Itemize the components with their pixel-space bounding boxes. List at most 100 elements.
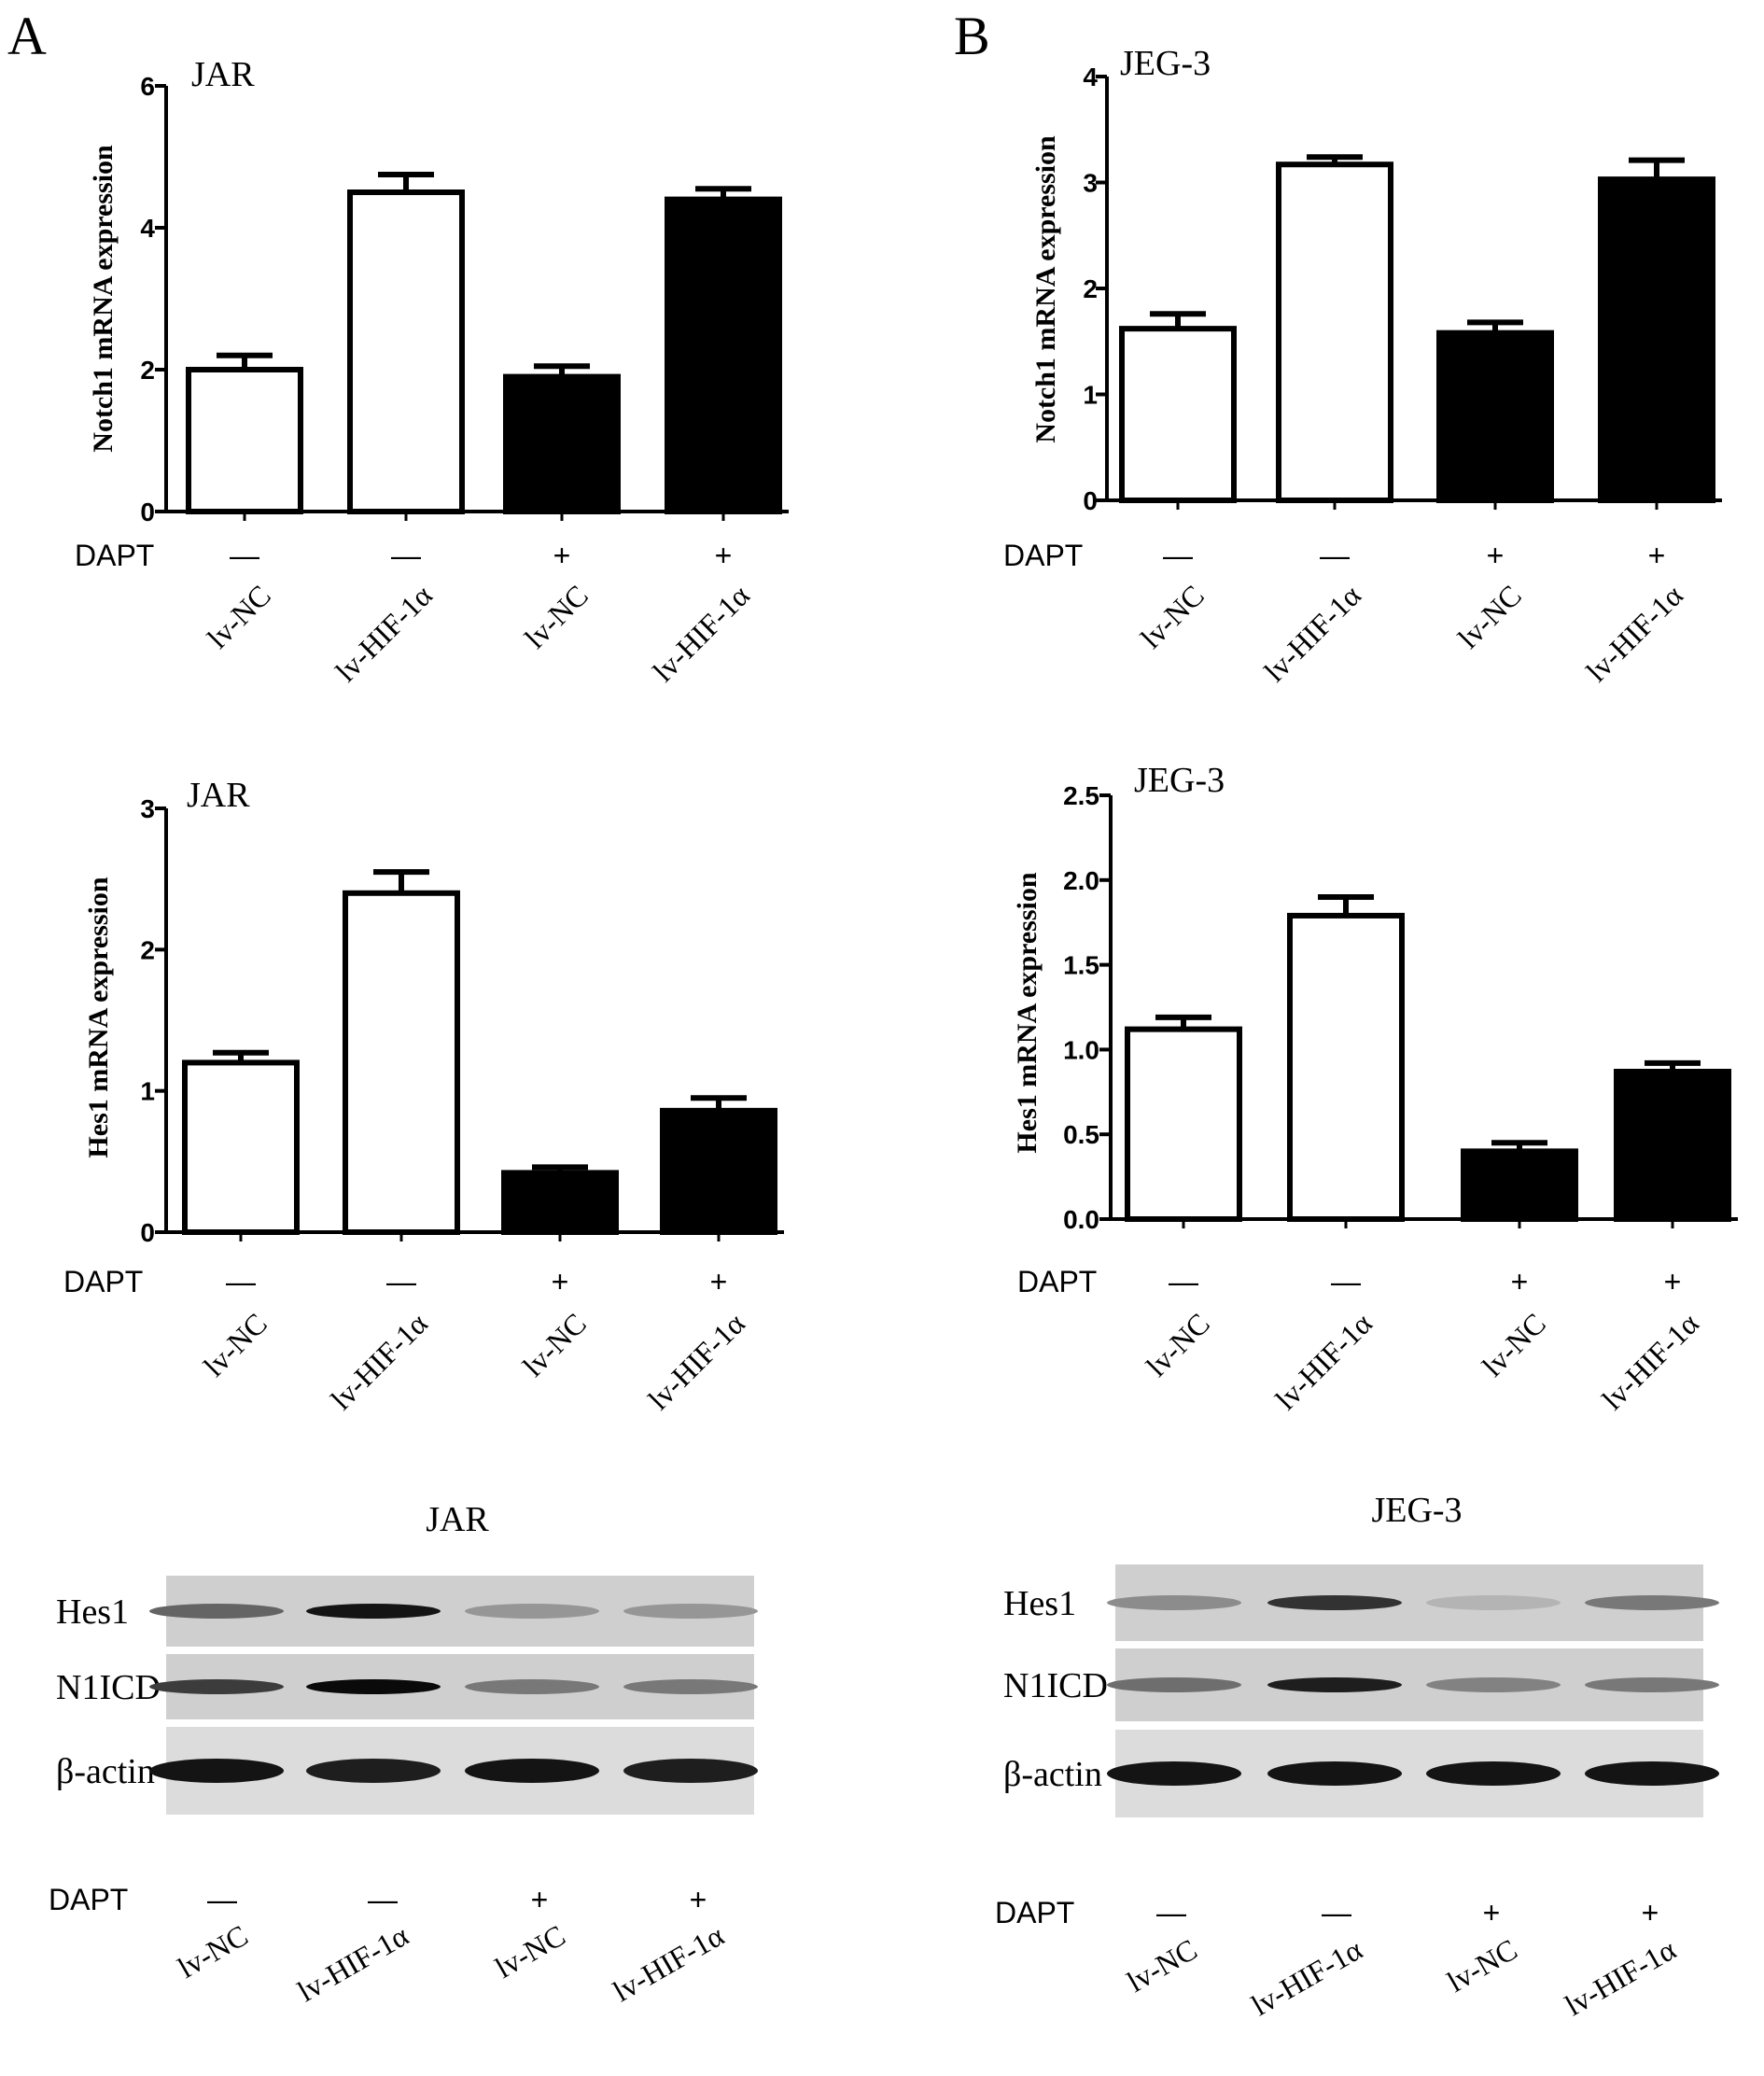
x-tick-label: lv-NC [516,1306,593,1382]
dapt-value: + [1483,1896,1501,1929]
bar-chart-B-hes1: 0.0 0.5 1.0 1.5 2.0 2.5 Hes1 mRNA expression JE… [1012,761,1738,1416]
blot-band [1267,1595,1402,1610]
dapt-label: DAPT [995,1896,1074,1929]
dapt-value: + [1511,1265,1529,1298]
blot-lane-labels: DAPT —lv-NC—lv-HIF-1α+lv-NC+lv-HIF-1α [995,1896,1682,2022]
y-tick-label: 6 [140,72,155,101]
blot-band [1426,1595,1561,1610]
bar-lv-NC [503,373,621,514]
lane-label: lv-NC [172,1918,253,1985]
blot-band [465,1759,599,1783]
x-tick-label: lv-NC [201,578,277,654]
x-tick-label: lv-HIF-1α [1268,1306,1379,1416]
bar-lv-NC [186,367,303,514]
blot-band [149,1604,284,1619]
blot-lane-labels: DAPT —lv-NC—lv-HIF-1α+lv-NC+lv-HIF-1α [49,1883,730,2008]
blot-band [1267,1677,1402,1692]
blot-row-label: Hes1 [56,1592,129,1632]
bar-lv-HIF-1α [1598,176,1715,503]
y-tick-label: 0.5 [1063,1120,1099,1149]
x-tick-label: lv-NC [1140,1306,1216,1382]
blot-band [1107,1595,1241,1610]
blot-band [306,1604,441,1619]
x-tick-label: lv-NC [197,1306,273,1382]
blot-band [623,1759,758,1783]
blot-band [1585,1595,1719,1610]
y-tick-label: 1 [1083,381,1098,410]
y-tick-label: 2.0 [1063,866,1099,895]
x-tick-label: lv-NC [1476,1306,1552,1382]
dapt-value: + [1487,539,1505,572]
y-tick-label: 3 [140,794,155,823]
blot-row-label: β-actin [1003,1755,1102,1794]
blot-band [149,1679,284,1694]
y-tick-label: 0.0 [1063,1205,1099,1234]
x-tick-label: lv-HIF-1α [1595,1306,1705,1416]
blot-band [1426,1677,1561,1692]
blot-band [1107,1761,1241,1786]
x-tick-label: lv-HIF-1α [1257,578,1367,688]
dapt-value: + [531,1883,549,1916]
blot-row-label: N1ICD [56,1668,161,1707]
y-tick-label: 1.0 [1063,1035,1099,1064]
dapt-label: DAPT [75,539,154,572]
y-tick-label: 4 [1083,63,1098,91]
blot-row-label: Hes1 [1003,1584,1076,1623]
dapt-value: — [1156,1896,1186,1929]
dapt-value: + [552,1265,569,1298]
dapt-value: — [1331,1265,1361,1298]
dapt-label: DAPT [1003,539,1083,572]
y-tick-label: 2 [140,935,155,964]
dapt-value: — [386,1265,416,1298]
dapt-value: — [1322,1896,1351,1929]
lane-label: lv-NC [1121,1932,1202,1999]
dapt-value: + [710,1265,728,1298]
dapt-value: — [207,1883,237,1916]
x-tick-label: lv-NC [1451,578,1528,654]
blot-band [1107,1677,1241,1692]
blot-row-label: β-actin [56,1752,155,1791]
blot-band [306,1759,441,1783]
bar-lv-HIF-1α [343,890,460,1235]
y-tick-label: 0 [1083,486,1098,515]
bar-lv-HIF-1α [1287,912,1405,1222]
bar-lv-NC [1461,1148,1578,1222]
dapt-value: + [1664,1265,1682,1298]
lane-label: lv-NC [1441,1932,1522,1999]
dapt-label: DAPT [49,1883,128,1916]
bar-lv-HIF-1α [347,189,465,514]
y-tick-label: 1.5 [1063,951,1099,980]
blot-band [465,1604,599,1619]
blot-band [1426,1761,1561,1786]
blot-band [1585,1677,1719,1692]
x-tick-label: lv-NC [1134,578,1211,654]
blot-title: JAR [426,1500,489,1539]
dapt-value: + [553,539,571,572]
bar-lv-HIF-1α [660,1107,777,1236]
bar-lv-NC [182,1059,300,1236]
x-tick-label: lv-HIF-1α [1579,578,1689,688]
panel-label-b: B [954,6,990,66]
chart-title: JEG-3 [1134,761,1225,800]
bar-lv-HIF-1α [665,196,782,514]
lane-label: lv-HIF-1α [1245,1932,1367,2023]
x-tick-label: lv-HIF-1α [641,1306,751,1416]
y-tick-label: 3 [1083,169,1098,198]
bar-lv-NC [501,1170,619,1235]
blot-band [465,1679,599,1694]
lane-label: lv-HIF-1α [607,1918,729,2009]
chart-title: JAR [187,776,250,815]
blot-band [306,1679,441,1694]
dapt-value: — [1169,1265,1198,1298]
x-tick-label: lv-NC [518,578,595,654]
lane-label: lv-HIF-1α [1559,1932,1681,2023]
bar-lv-HIF-1α [1276,161,1393,504]
dapt-value: + [1648,539,1666,572]
y-tick-label: 0 [140,1218,155,1247]
y-tick-label: 4 [140,214,155,243]
charts-layer: 0 2 4 6 Notch1 mRNA expression JAR — lv-NC — lv-H… [63,44,1738,1416]
bar-chart-A-notch1: 0 2 4 6 Notch1 mRNA expression JAR — lv-NC — lv-H… [75,55,789,688]
